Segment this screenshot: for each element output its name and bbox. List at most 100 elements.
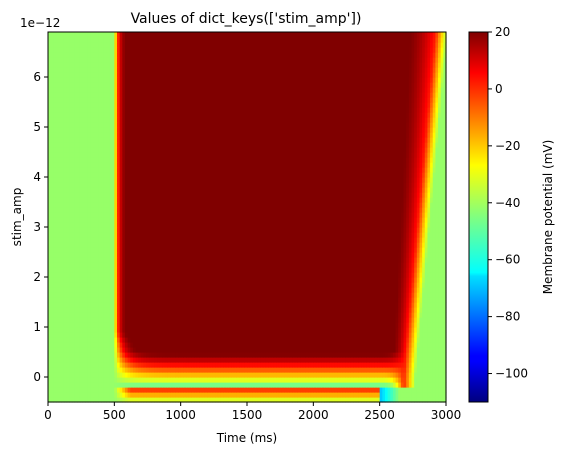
heatmap-cell [440, 337, 444, 343]
heatmap-cell [87, 282, 92, 288]
heatmap-cell [390, 312, 394, 318]
heatmap-cell [95, 252, 100, 258]
heatmap-cell [265, 347, 269, 353]
heatmap-cell [167, 247, 171, 253]
heatmap-cell [326, 322, 330, 328]
heatmap-cell [262, 317, 267, 323]
heatmap-cell [167, 387, 171, 393]
heatmap-cell [408, 312, 413, 318]
heatmap-cell [284, 347, 288, 353]
heatmap-cell [215, 367, 219, 373]
heatmap-cell [183, 392, 187, 398]
heatmap-cell [313, 272, 317, 278]
heatmap-cell [339, 297, 344, 303]
heatmap-cell [427, 297, 431, 303]
heatmap-cell [438, 262, 442, 268]
heatmap-cell [132, 312, 137, 318]
heatmap-cell [164, 322, 168, 328]
heatmap-cell [292, 277, 296, 283]
heatmap-cell [77, 257, 81, 263]
heatmap-cell [215, 332, 219, 338]
heatmap-cell [273, 297, 277, 303]
heatmap-cell [411, 317, 415, 323]
heatmap-cell [178, 342, 182, 348]
heatmap-cell [146, 307, 150, 313]
heatmap-cell [90, 332, 94, 338]
heatmap-cell [276, 262, 280, 268]
heatmap-cell [369, 242, 373, 248]
heatmap-cell [236, 367, 240, 373]
heatmap-cell [339, 397, 344, 403]
heatmap-cell [374, 242, 378, 248]
heatmap-cell [132, 282, 137, 288]
heatmap-cell [315, 362, 320, 368]
heatmap-cell [172, 342, 176, 348]
heatmap-cell [326, 387, 330, 393]
heatmap-cell [318, 382, 322, 388]
heatmap-cell [119, 362, 123, 368]
heatmap-cell [95, 242, 100, 248]
heatmap-cell [361, 272, 365, 278]
heatmap-cell [239, 267, 243, 273]
heatmap-cell [273, 282, 277, 288]
heatmap-cell [297, 252, 301, 258]
heatmap-cell [337, 277, 341, 283]
heatmap-cell [215, 302, 219, 308]
heatmap-cell [276, 397, 280, 403]
heatmap-cell [101, 262, 105, 268]
heatmap-cell [183, 367, 187, 373]
heatmap-cell [82, 337, 86, 343]
heatmap-cell [302, 362, 306, 368]
heatmap-cell [337, 237, 341, 243]
heatmap-cell [188, 252, 192, 258]
heatmap-cell [215, 297, 219, 303]
heatmap-cell [188, 282, 192, 288]
heatmap-cell [361, 307, 365, 313]
heatmap-cell [148, 357, 153, 363]
heatmap-cell [278, 237, 283, 243]
heatmap-cell [156, 377, 161, 383]
heatmap-cell [119, 252, 123, 258]
heatmap-cell [50, 257, 54, 263]
heatmap-cell [308, 332, 312, 338]
heatmap-cell [109, 262, 113, 268]
heatmap-cell [257, 287, 261, 293]
heatmap-cell [374, 362, 378, 368]
heatmap-cell [384, 347, 389, 353]
heatmap-cell [430, 287, 434, 293]
heatmap-cell [164, 242, 168, 248]
heatmap-cell [98, 267, 102, 273]
heatmap-cell [318, 242, 322, 248]
heatmap-cell [66, 297, 70, 303]
heatmap-cell [430, 292, 434, 298]
heatmap-cell [278, 242, 283, 248]
heatmap-cell [58, 292, 62, 298]
heatmap-cell [289, 332, 293, 338]
heatmap-cell [395, 377, 399, 383]
heatmap-cell [297, 322, 301, 328]
heatmap-cell [217, 292, 222, 298]
heatmap-cell [427, 272, 431, 278]
heatmap-cell [414, 277, 418, 283]
heatmap-cell [175, 237, 179, 243]
heatmap-cell [140, 322, 145, 328]
heatmap-cell [432, 327, 436, 333]
heatmap-cell [443, 277, 447, 283]
heatmap-cell [143, 242, 147, 248]
heatmap-cell [185, 267, 190, 273]
heatmap-cell [178, 372, 182, 378]
heatmap-cell [254, 247, 259, 253]
heatmap-cell [369, 292, 373, 298]
heatmap-cell [223, 342, 227, 348]
heatmap-cell [53, 352, 57, 358]
heatmap-cell [209, 387, 214, 393]
heatmap-cell [422, 322, 426, 328]
heatmap-cell [71, 282, 76, 288]
heatmap-cell [416, 367, 421, 373]
heatmap-cell [430, 302, 434, 308]
heatmap-cell [432, 297, 436, 303]
heatmap-cell [438, 297, 442, 303]
heatmap-cell [111, 372, 115, 378]
heatmap-cell [116, 257, 121, 263]
heatmap-cell [297, 247, 301, 253]
